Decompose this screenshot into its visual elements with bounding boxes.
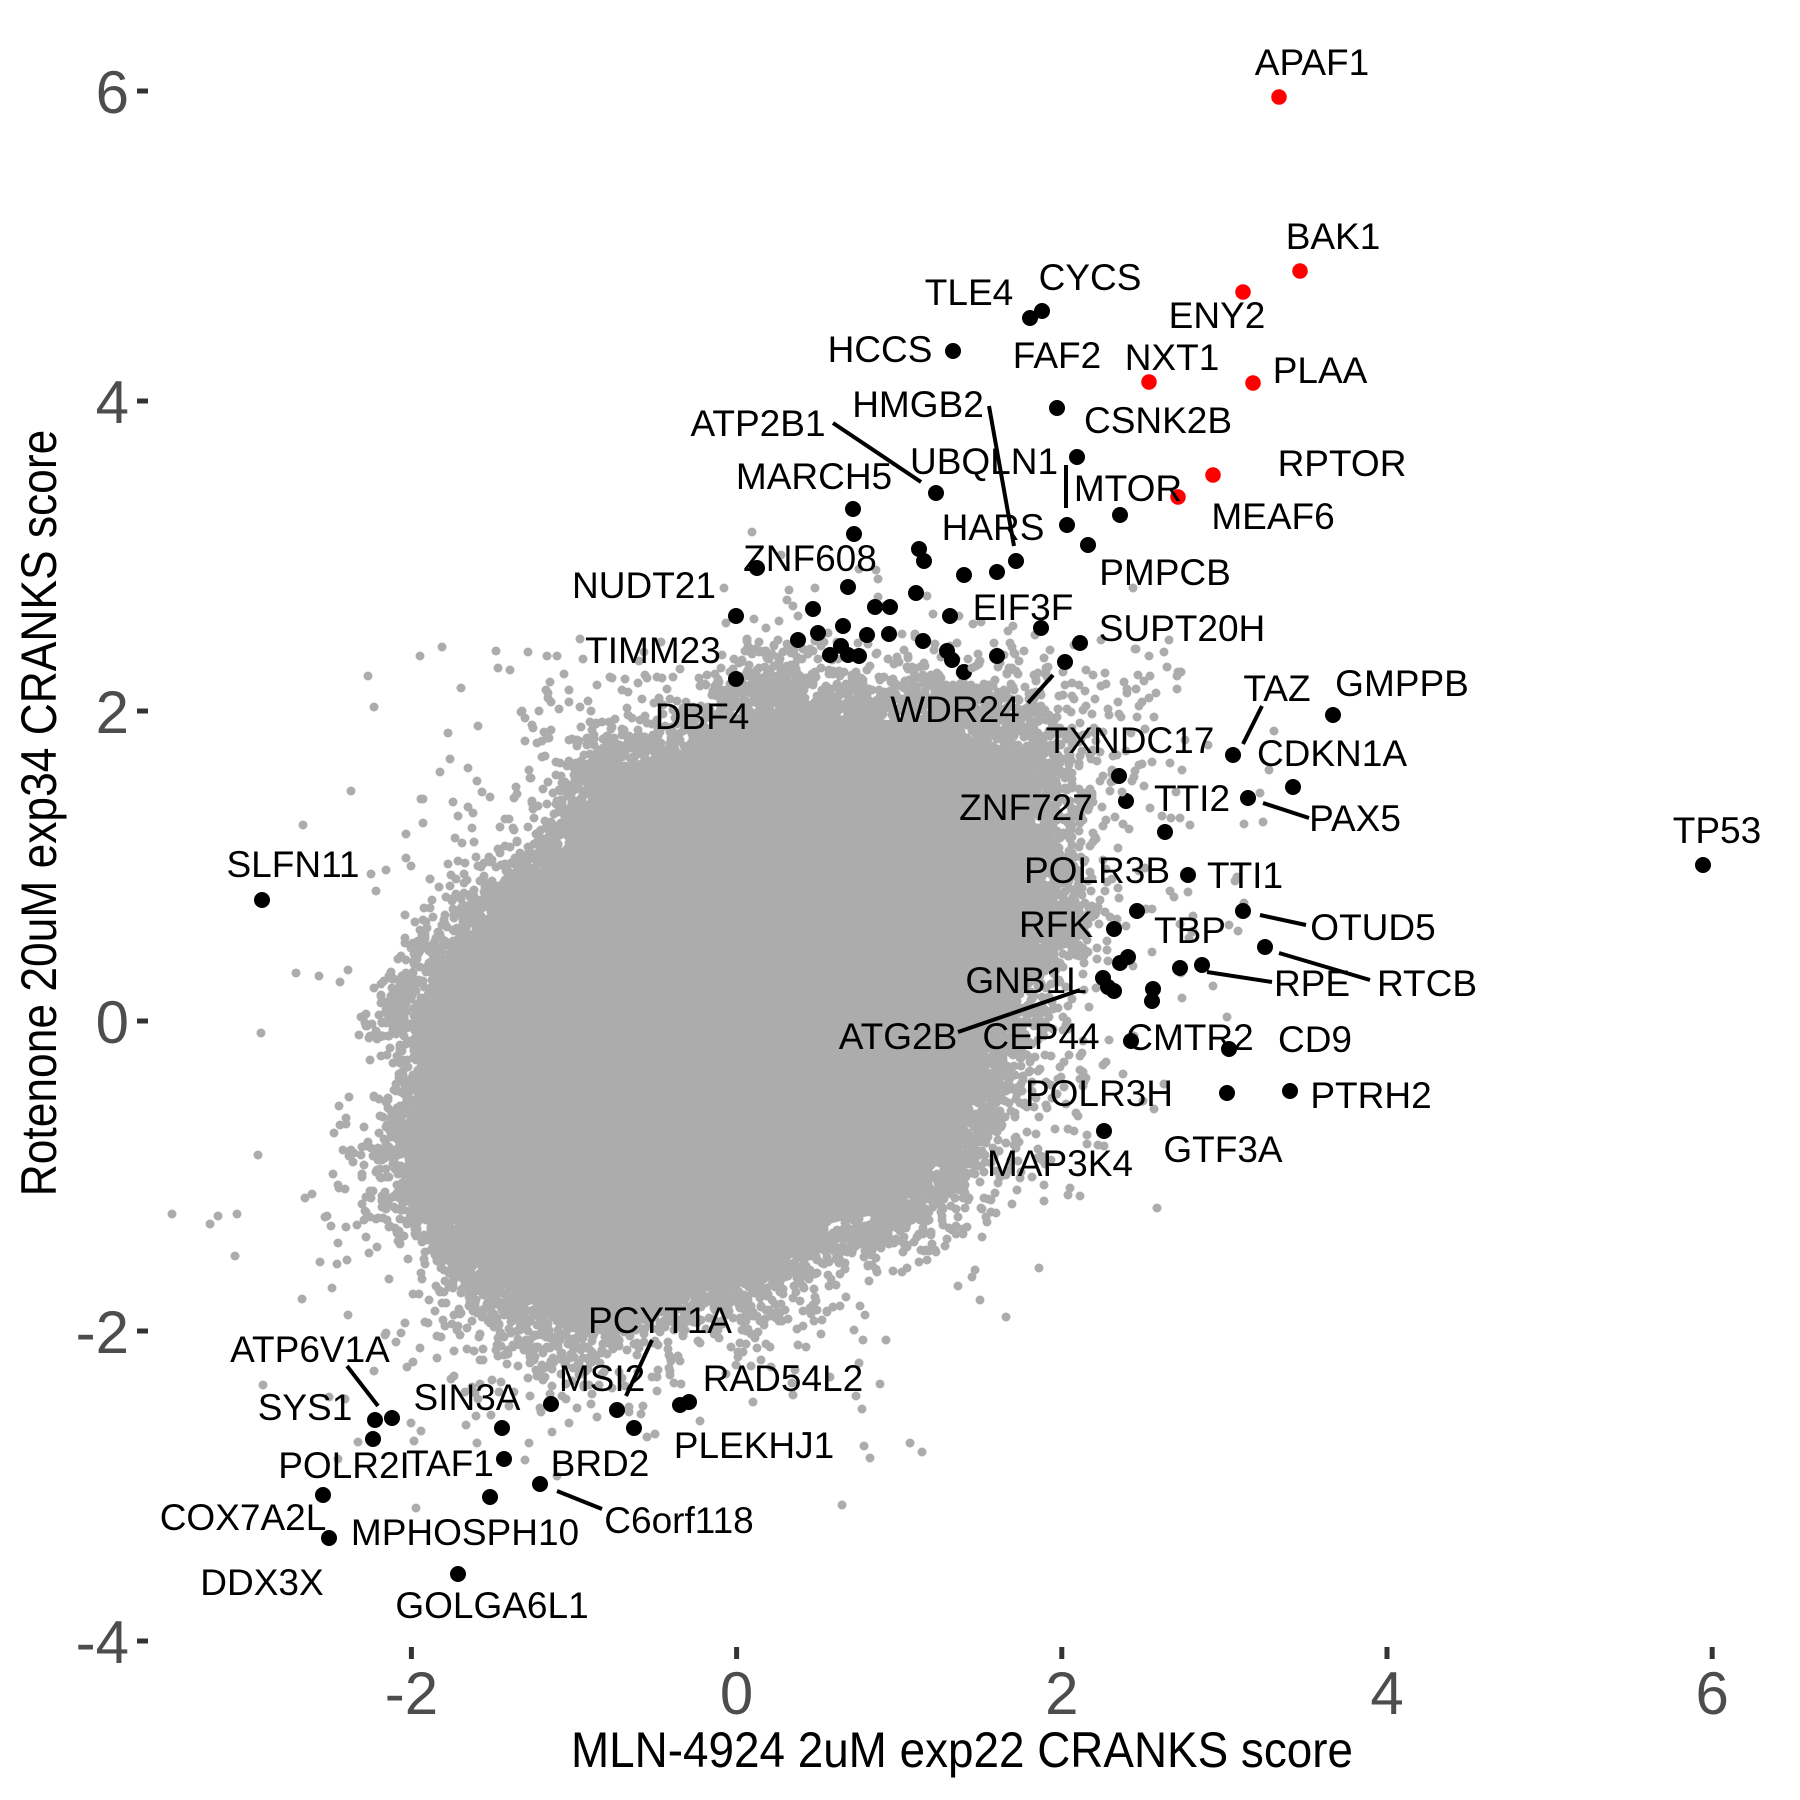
svg-text:BRD2: BRD2	[551, 1443, 650, 1484]
svg-text:MAP3K4: MAP3K4	[987, 1143, 1133, 1184]
svg-text:RFK: RFK	[1019, 904, 1093, 945]
svg-text:TTI2: TTI2	[1154, 778, 1230, 819]
svg-text:TXNDC17: TXNDC17	[1046, 720, 1215, 761]
svg-text:COX7A2L: COX7A2L	[160, 1497, 327, 1538]
svg-text:6: 6	[96, 59, 129, 126]
svg-text:Rotenone 20uM exp34 CRANKS sco: Rotenone 20uM exp34 CRANKS score	[12, 430, 68, 1197]
svg-text:RPTOR: RPTOR	[1278, 443, 1407, 484]
svg-text:FAF2: FAF2	[1013, 335, 1101, 376]
svg-text:-2: -2	[76, 1299, 129, 1366]
svg-text:SYS1: SYS1	[258, 1387, 353, 1428]
svg-text:MARCH5: MARCH5	[736, 456, 892, 497]
svg-text:OTUD5: OTUD5	[1310, 907, 1435, 948]
svg-text:EIF3F: EIF3F	[973, 587, 1074, 628]
svg-text:NXT1: NXT1	[1125, 337, 1220, 378]
svg-text:ZNF727: ZNF727	[959, 787, 1093, 828]
svg-text:TBP: TBP	[1154, 910, 1226, 951]
svg-text:ATP2B1: ATP2B1	[690, 403, 825, 444]
svg-text:TIMM23: TIMM23	[585, 630, 721, 671]
svg-text:CEP44: CEP44	[982, 1016, 1099, 1057]
svg-text:PCYT1A: PCYT1A	[588, 1300, 732, 1341]
svg-text:2: 2	[1045, 1660, 1078, 1727]
svg-text:TLE4: TLE4	[925, 272, 1013, 313]
svg-text:NUDT21: NUDT21	[572, 565, 716, 606]
svg-text:PAX5: PAX5	[1309, 798, 1401, 839]
svg-text:ATP6V1A: ATP6V1A	[230, 1329, 390, 1370]
svg-text:POLR3H: POLR3H	[1025, 1073, 1173, 1114]
svg-text:-4: -4	[76, 1609, 129, 1676]
svg-text:BAK1: BAK1	[1286, 216, 1381, 257]
svg-text:CSNK2B: CSNK2B	[1084, 400, 1232, 441]
svg-text:HARS: HARS	[942, 507, 1045, 548]
svg-text:RAD54L2: RAD54L2	[703, 1358, 863, 1399]
svg-text:POLR3B: POLR3B	[1024, 850, 1170, 891]
svg-text:MSI2: MSI2	[559, 1358, 645, 1399]
svg-text:MTOR: MTOR	[1074, 468, 1182, 509]
svg-text:0: 0	[96, 989, 129, 1056]
svg-text:-2: -2	[385, 1660, 438, 1727]
svg-text:GNB1L: GNB1L	[965, 960, 1086, 1001]
svg-text:2: 2	[96, 679, 129, 746]
svg-text:TTI1: TTI1	[1207, 855, 1283, 896]
svg-text:CMTR2: CMTR2	[1126, 1017, 1253, 1058]
svg-text:ENY2: ENY2	[1169, 295, 1266, 336]
svg-text:PLEKHJ1: PLEKHJ1	[674, 1425, 834, 1466]
svg-text:ZNF608: ZNF608	[743, 538, 877, 579]
svg-text:ATG2B: ATG2B	[839, 1016, 958, 1057]
svg-text:GTF3A: GTF3A	[1163, 1129, 1283, 1170]
svg-text:CD9: CD9	[1278, 1019, 1352, 1060]
svg-text:RTCB: RTCB	[1377, 963, 1477, 1004]
svg-text:CDKN1A: CDKN1A	[1257, 733, 1407, 774]
svg-text:SUPT20H: SUPT20H	[1099, 608, 1266, 649]
svg-text:SIN3A: SIN3A	[414, 1377, 521, 1418]
svg-text:PMPCB: PMPCB	[1099, 552, 1231, 593]
svg-text:MEAF6: MEAF6	[1211, 496, 1334, 537]
svg-text:4: 4	[1370, 1660, 1403, 1727]
svg-text:SLFN11: SLFN11	[227, 844, 360, 885]
svg-text:DBF4: DBF4	[655, 696, 750, 737]
svg-text:GMPPB: GMPPB	[1335, 663, 1469, 704]
svg-text:POLR2I: POLR2I	[278, 1445, 410, 1486]
svg-text:0: 0	[720, 1660, 753, 1727]
svg-text:APAF1: APAF1	[1255, 42, 1369, 83]
svg-text:UBQLN1: UBQLN1	[910, 441, 1058, 482]
svg-text:PLAA: PLAA	[1273, 350, 1368, 391]
svg-text:RPE: RPE	[1274, 963, 1350, 1004]
svg-text:TP53: TP53	[1673, 810, 1761, 851]
svg-text:MLN-4924 2uM exp22 CRANKS scor: MLN-4924 2uM exp22 CRANKS score	[571, 1722, 1353, 1778]
svg-text:DDX3X: DDX3X	[200, 1562, 323, 1603]
svg-text:PTRH2: PTRH2	[1310, 1075, 1431, 1116]
svg-text:MPHOSPH10: MPHOSPH10	[351, 1512, 579, 1553]
svg-text:4: 4	[96, 369, 129, 436]
svg-text:GOLGA6L1: GOLGA6L1	[395, 1585, 588, 1626]
svg-text:CYCS: CYCS	[1039, 257, 1142, 298]
svg-text:HCCS: HCCS	[828, 329, 933, 370]
svg-text:C6orf118: C6orf118	[604, 1500, 753, 1541]
svg-text:HMGB2: HMGB2	[852, 384, 984, 425]
svg-text:6: 6	[1696, 1660, 1729, 1727]
svg-text:WDR24: WDR24	[890, 689, 1020, 730]
svg-text:TAZ: TAZ	[1243, 668, 1310, 709]
svg-text:TAF1: TAF1	[406, 1443, 494, 1484]
